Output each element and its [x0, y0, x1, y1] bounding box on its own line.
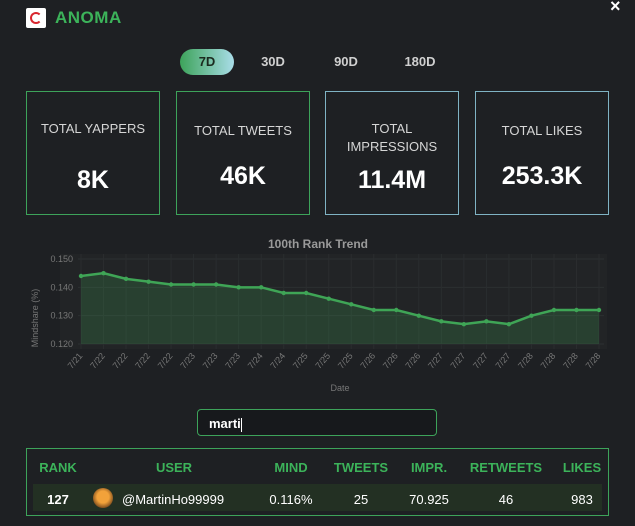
x-tick-label: 7/27	[471, 351, 490, 371]
stat-value: 46K	[220, 162, 266, 190]
x-tick-label: 7/28	[539, 351, 558, 371]
line-point	[101, 270, 106, 276]
line-point	[529, 313, 534, 318]
line-point	[146, 279, 151, 284]
stat-label: TOTAL TWEETS	[194, 123, 292, 138]
column-header: USER	[155, 460, 193, 475]
y-tick-label: 0.150	[50, 254, 73, 264]
period-tab[interactable]: 90D	[334, 54, 358, 69]
line-point	[78, 273, 84, 279]
x-tick-label: 7/22	[88, 351, 107, 371]
x-tick-label: 7/21	[66, 351, 85, 371]
stat-value: 8K	[77, 166, 109, 194]
table-cell: 983	[571, 492, 593, 507]
column-header: RANK	[39, 460, 77, 475]
x-tick-label: 7/23	[201, 351, 220, 371]
column-header: MIND	[274, 460, 308, 475]
user-avatar	[93, 488, 113, 508]
logo	[26, 8, 46, 28]
line-point	[551, 307, 557, 313]
x-tick-label: 7/28	[561, 351, 580, 371]
x-tick-label: 7/22	[111, 351, 130, 371]
line-area	[81, 273, 599, 344]
y-tick-label: 0.120	[50, 339, 73, 349]
x-tick-label: 7/25	[291, 351, 310, 371]
table-cell: 25	[353, 492, 369, 507]
y-tick-label: 0.130	[50, 311, 73, 321]
line-point	[258, 285, 264, 290]
x-tick-label: 7/23	[178, 351, 197, 371]
x-tick-label: 7/25	[313, 351, 332, 371]
table-row	[33, 484, 602, 511]
column-header: RETWEETS	[469, 460, 543, 475]
line-point	[394, 307, 399, 313]
x-tick-label: 7/26	[358, 351, 377, 371]
chart: 100th Rank Trend Mindshare (%) Date 0.12…	[30, 237, 607, 393]
period-tab[interactable]: 180D	[404, 54, 436, 69]
x-axis-label: Date	[330, 383, 349, 393]
line-point	[281, 290, 286, 296]
stat-value: 11.4M	[357, 166, 427, 194]
chart-title: 100th Rank Trend	[268, 237, 368, 251]
x-tick-label: 7/22	[156, 351, 175, 371]
line-point	[416, 313, 422, 318]
line-point	[506, 321, 512, 327]
x-tick-label: 7/26	[403, 351, 422, 371]
line-point	[439, 319, 444, 324]
period-tab[interactable]: 30D	[261, 54, 285, 69]
column-header: TWEETS	[333, 460, 389, 475]
x-tick-label: 7/26	[381, 351, 400, 371]
stat-card: TOTAL IMPRESSIONS 11.4M	[325, 91, 459, 215]
app-title: ANOMA	[55, 8, 122, 27]
line-point	[461, 321, 467, 327]
line	[80, 271, 599, 326]
table-cell: 0.116%	[269, 492, 313, 507]
stat-card: TOTAL TWEETS 46K	[176, 91, 310, 215]
stat-card: TOTAL YAPPERS 8K	[26, 91, 160, 215]
stat-value: 253.3K	[501, 162, 583, 190]
x-tick-label: 7/27	[494, 351, 513, 371]
table-cell: 70.925	[409, 492, 449, 507]
stat-label: TOTAL LIKES	[501, 123, 583, 138]
x-tick-label: 7/27	[426, 351, 445, 371]
x-tick-label: 7/22	[133, 351, 152, 371]
column-header: LIKES	[562, 460, 602, 475]
x-tick-label: 7/24	[246, 351, 265, 371]
x-tick-label: 7/27	[448, 351, 467, 371]
plot-background	[60, 254, 607, 349]
line-point	[574, 307, 579, 313]
line-point	[326, 296, 331, 301]
line-point	[484, 319, 489, 324]
line-point	[236, 285, 241, 290]
line-point	[168, 282, 174, 287]
y-tick-label: 0.140	[50, 282, 73, 292]
x-tick-label: 7/24	[268, 351, 287, 371]
table-cell: 127	[47, 492, 69, 507]
line-point	[304, 290, 309, 296]
line-point	[349, 302, 354, 307]
x-tick-label: 7/25	[336, 351, 355, 371]
close-button[interactable]: ×	[610, 0, 621, 16]
x-tick-label: 7/28	[516, 351, 535, 371]
stat-card: TOTAL LIKES 253.3K	[475, 91, 609, 215]
line-point	[371, 307, 376, 313]
stat-label: TOTAL YAPPERS	[40, 121, 146, 136]
results-table: RANK USER MIND TWEETS IMPR. RETWEETS LIKES 127 @…	[26, 448, 609, 516]
table-cell: 46	[498, 492, 514, 507]
x-tick-label: 7/23	[223, 351, 242, 371]
y-axis-label: Mindshare (%)	[30, 289, 40, 348]
line-point	[123, 276, 129, 282]
column-header: IMPR.	[410, 460, 448, 475]
line-point	[213, 282, 219, 287]
x-tick-label: 7/28	[584, 351, 603, 371]
user-name: @MartinHo99999	[122, 492, 225, 507]
search-input[interactable]: marti	[197, 409, 437, 436]
line-point	[596, 307, 602, 313]
line-point	[191, 282, 196, 287]
period-tab[interactable]: 7D	[180, 49, 234, 75]
stat-label: TOTAL IMPRESSIONS	[346, 121, 438, 154]
